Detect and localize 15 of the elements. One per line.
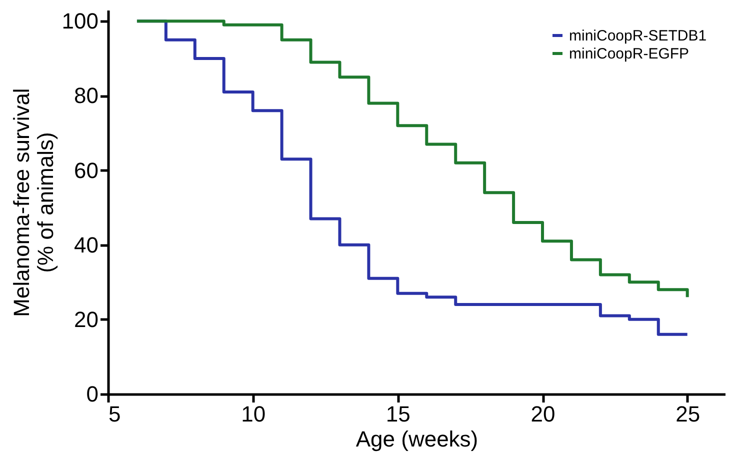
- legend-label: miniCoopR-SETDB1: [569, 28, 707, 44]
- y-tick-label: 40: [74, 232, 98, 258]
- x-tick-label: 20: [530, 402, 556, 426]
- x-tick-label: 25: [676, 402, 700, 426]
- x-tick-label: 15: [386, 402, 410, 426]
- y-tick-label: 20: [74, 306, 98, 332]
- y-tick-label: 60: [74, 158, 98, 183]
- x-axis-title: Age (weeks): [356, 426, 478, 452]
- x-tick-label: 5: [108, 402, 121, 426]
- legend-label: miniCoopR-EGFP: [569, 46, 690, 62]
- y-axis-title: Melanoma-free survival (% of animals): [8, 88, 58, 317]
- y-tick-label: 0: [86, 382, 98, 406]
- y-tick-label: 80: [74, 83, 98, 108]
- x-tick-label: 10: [241, 402, 266, 426]
- y-tick-label: 100: [62, 8, 98, 34]
